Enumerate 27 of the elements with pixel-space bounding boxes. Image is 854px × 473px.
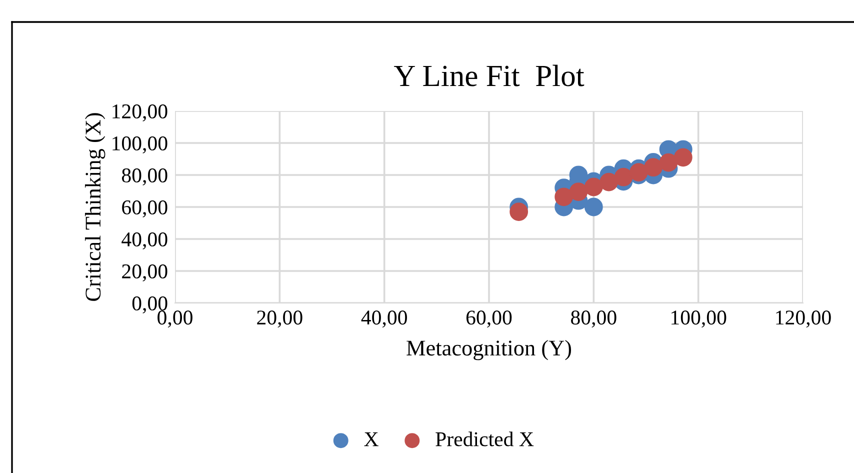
y-tick-label: 20,00 <box>122 264 168 282</box>
point <box>674 148 692 167</box>
y-tick-label: 80,00 <box>122 168 168 186</box>
y-tick-label: 60,00 <box>122 200 168 218</box>
legend-label: Predicted X <box>436 432 534 446</box>
y-tick-label: 120,00 <box>112 104 168 122</box>
legend-label: X <box>364 432 378 446</box>
x-tick-label: 120,00 <box>776 310 831 328</box>
x-axis-title: Metacognition (Y) <box>406 340 572 360</box>
point <box>644 158 663 177</box>
chart-title: Y Line Fit Plot <box>394 64 584 86</box>
point <box>584 178 603 196</box>
point <box>584 198 603 216</box>
point <box>510 202 528 221</box>
x-tick-label: 100,00 <box>672 310 726 328</box>
y-axis-title: Critical Thinking (X) <box>84 113 106 301</box>
point <box>600 172 618 192</box>
x-tick-label: 80,00 <box>571 310 616 328</box>
point <box>554 188 574 206</box>
x-tick-label: 20,00 <box>257 310 302 328</box>
x-tick-label: 60,00 <box>466 310 512 328</box>
y-tick-label: 100,00 <box>112 136 168 154</box>
point <box>659 153 678 172</box>
y-tick-label: 40,00 <box>122 232 168 250</box>
x-tick-label: 40,00 <box>361 310 407 328</box>
point <box>569 182 588 201</box>
point <box>614 168 633 186</box>
